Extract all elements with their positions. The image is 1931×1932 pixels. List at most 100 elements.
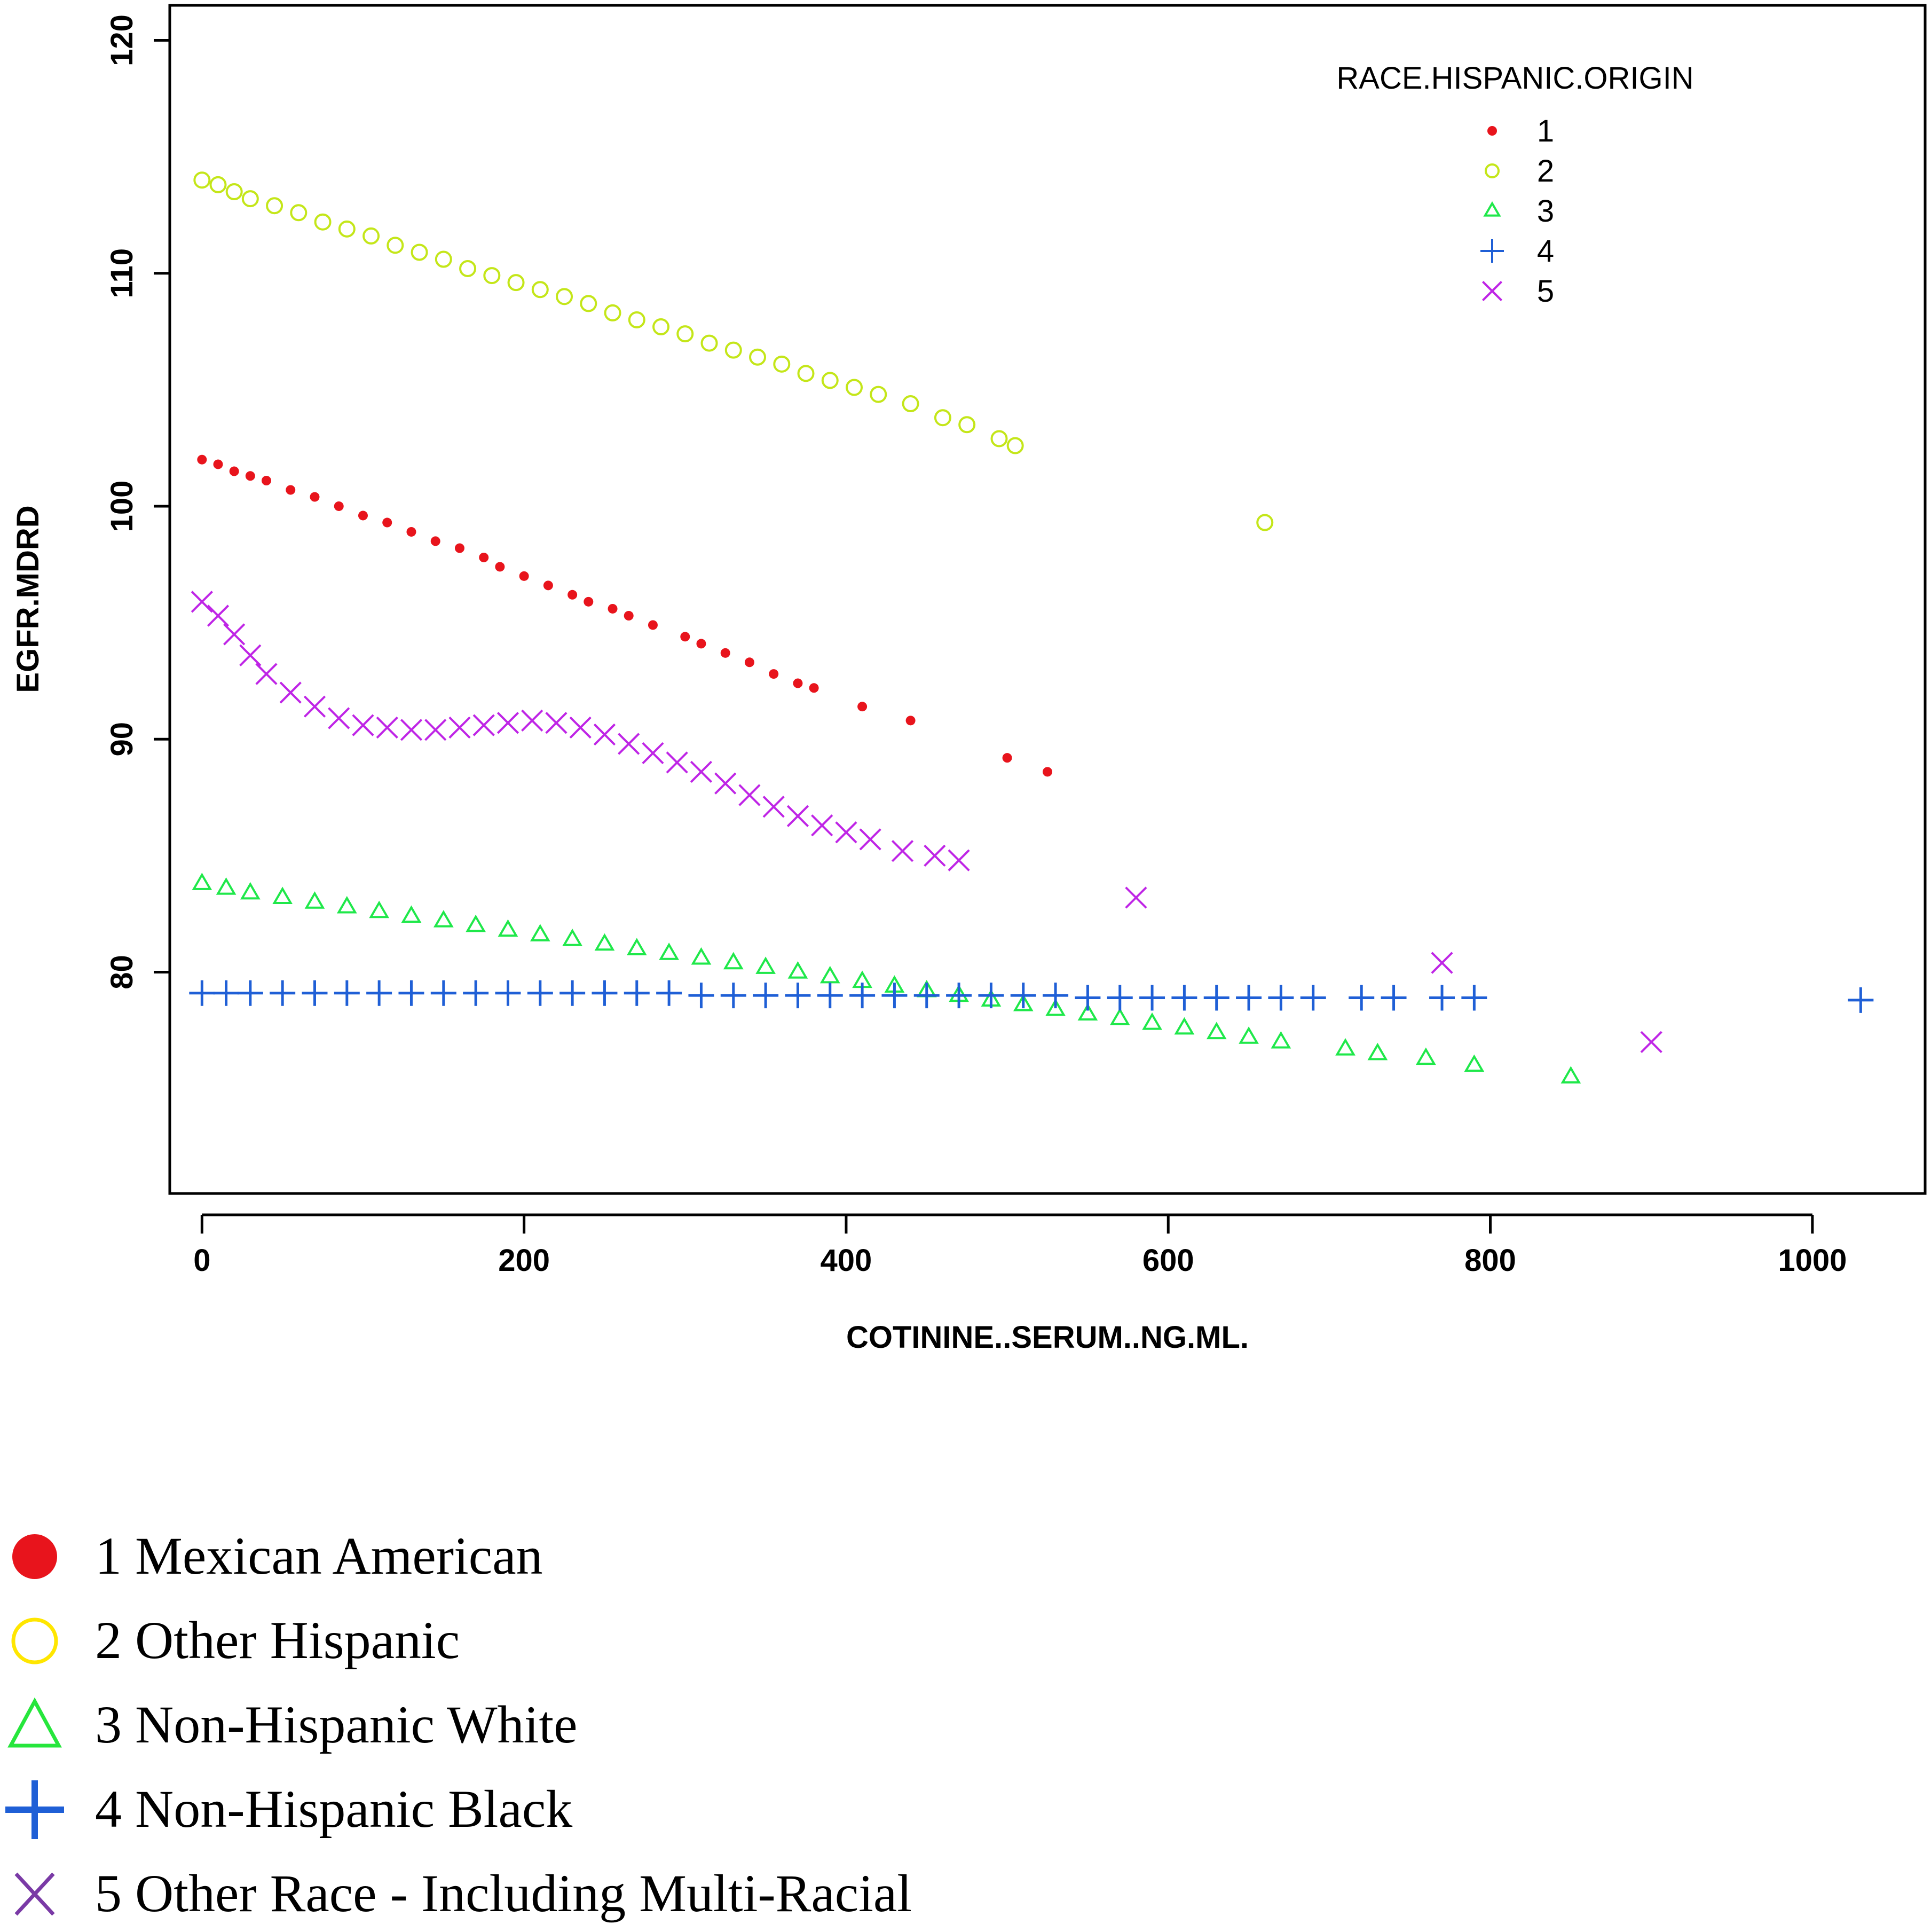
y-tick-label: 80: [105, 955, 139, 989]
data-point: [1429, 985, 1455, 1011]
data-point: [821, 372, 839, 389]
data-point: [676, 325, 694, 343]
data-point: [1203, 985, 1229, 1011]
data-point: [1125, 886, 1147, 909]
data-point: [618, 733, 640, 755]
data-point: [223, 623, 246, 646]
data-point: [785, 983, 811, 1009]
data-point: [691, 947, 712, 965]
data-point: [642, 742, 664, 765]
data-point: [594, 933, 615, 951]
data-point: [624, 980, 650, 1006]
data-point: [406, 527, 416, 537]
data-point: [430, 536, 440, 546]
data-point: [1043, 983, 1069, 1009]
outer-legend-label: 5 Other Race - Including Multi-Racial: [95, 1864, 912, 1923]
outer-legend-item: 1 Mexican American: [12, 1526, 543, 1585]
data-point: [724, 341, 742, 359]
data-point: [749, 348, 767, 366]
data-point: [859, 828, 881, 851]
data-point: [1848, 987, 1874, 1013]
data-point: [1239, 1026, 1259, 1044]
data-point: [334, 980, 360, 1006]
data-point: [958, 416, 976, 434]
data-point: [948, 849, 970, 871]
data-point: [358, 511, 368, 521]
y-tick-label: 120: [105, 14, 139, 66]
data-point: [448, 716, 471, 739]
outer-legend-marker: [5, 1780, 64, 1839]
data-point: [527, 980, 553, 1006]
data-point: [819, 965, 840, 984]
data-point: [270, 980, 296, 1006]
data-point: [192, 873, 212, 890]
data-point: [1431, 952, 1453, 974]
data-point: [846, 379, 863, 396]
data-point: [891, 840, 914, 862]
data-point: [496, 712, 519, 734]
data-point: [870, 386, 887, 403]
data-point: [624, 611, 634, 621]
series-2: [193, 171, 1274, 531]
data-point: [207, 604, 230, 627]
data-point: [688, 983, 714, 1009]
data-point: [376, 716, 398, 739]
data-point: [1002, 753, 1012, 763]
data-point: [213, 980, 239, 1006]
data-point: [240, 882, 261, 900]
data-point: [680, 632, 690, 642]
data-point: [261, 476, 271, 485]
data-point: [913, 983, 940, 1009]
data-point: [495, 562, 505, 572]
data-point: [817, 983, 843, 1009]
y-tick-label: 100: [105, 481, 139, 532]
data-point: [229, 466, 239, 476]
data-point: [690, 760, 713, 783]
x-tick-label: 800: [1464, 1243, 1516, 1278]
data-point: [1416, 1047, 1436, 1065]
data-point: [580, 295, 597, 312]
data-point: [1271, 1031, 1291, 1049]
data-point: [336, 896, 357, 914]
data-point: [934, 409, 951, 427]
outer-legend-item: 5 Other Race - Including Multi-Racial: [14, 1864, 912, 1923]
data-point: [328, 707, 350, 729]
data-point: [744, 657, 754, 667]
data-point: [352, 714, 374, 736]
data-point: [1171, 985, 1197, 1011]
data-point: [1075, 985, 1101, 1011]
data-point: [1560, 1066, 1581, 1083]
data-point: [1381, 985, 1407, 1011]
data-point: [1300, 985, 1326, 1011]
data-point: [809, 683, 819, 693]
data-point: [1464, 1054, 1485, 1072]
data-point: [483, 267, 501, 285]
inner-legend-marker-2: [1485, 163, 1500, 178]
x-tick-label: 600: [1142, 1243, 1194, 1278]
outer-legend-item: 4 Non-Hispanic Black: [5, 1779, 572, 1839]
data-point: [720, 648, 730, 658]
data-point: [1640, 1031, 1662, 1054]
data-point: [369, 900, 390, 918]
series-1: [197, 454, 1052, 777]
x-axis: 0 200 400 600 800 1000: [193, 1213, 1847, 1278]
outer-legend-marker: [11, 1617, 58, 1664]
data-point: [479, 552, 489, 562]
outer-legend-label: 3 Non-Hispanic White: [95, 1695, 578, 1754]
data-point: [1045, 998, 1066, 1016]
data-point: [696, 639, 706, 649]
data-point: [411, 244, 428, 261]
data-point: [559, 980, 586, 1006]
outer-legend: 1 Mexican American 2 Other Hispanic 3 Non-…: [5, 1526, 912, 1923]
data-point: [648, 620, 658, 630]
inner-legend-marker-4: [1480, 239, 1504, 263]
data-point: [902, 395, 919, 413]
data-point: [593, 723, 616, 746]
data-point: [584, 596, 594, 607]
data-point: [714, 772, 737, 795]
data-point: [530, 924, 550, 941]
inner-legend-label-1: 1: [1537, 114, 1554, 148]
data-point: [990, 430, 1008, 447]
